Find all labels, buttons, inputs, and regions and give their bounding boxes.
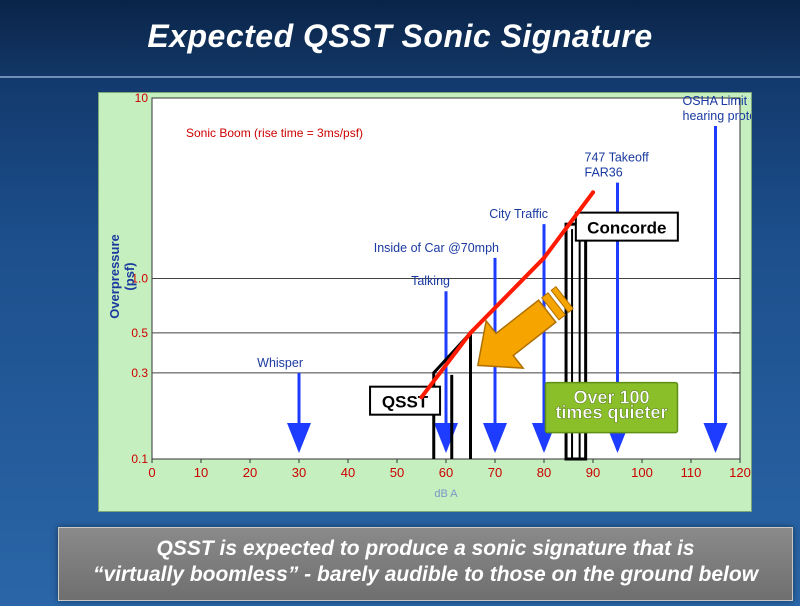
y-tick-label: 0.3 — [131, 366, 148, 380]
concorde-label: Concorde — [587, 219, 666, 238]
x-tick-label: 110 — [681, 465, 702, 480]
y-tick-label: 1.0 — [131, 272, 148, 286]
slide-title: Expected QSST Sonic Signature — [147, 18, 653, 54]
sonic-boom-point — [591, 190, 595, 195]
caption-text: QSST is expected to produce a sonic sign… — [63, 536, 788, 588]
x-tick-label: 40 — [341, 465, 355, 480]
x-tick-label: 30 — [292, 465, 306, 480]
sonic-boom-point — [468, 330, 473, 335]
x-tick-label: 50 — [390, 465, 404, 480]
caption-box: QSST is expected to produce a sonic sign… — [58, 527, 793, 601]
quieter-annotation-box — [544, 381, 679, 434]
quieter-arrow — [476, 299, 557, 369]
x-tick-label: 70 — [488, 465, 502, 480]
y-axis-label: Overpressure(psf) — [107, 234, 137, 319]
noise-marker-label: Talking — [411, 274, 450, 288]
chart-panel: 0.1 0.3 0.5 1.0 10 0 10 20 30 40 50 60 70 80 90 100 110 1… — [98, 92, 752, 512]
noise-marker-label: Whisper — [257, 356, 303, 370]
noise-marker-label: City Traffic — [489, 207, 548, 221]
y-tick-label: 0.1 — [131, 452, 148, 466]
sonic-boom-point — [419, 395, 424, 400]
quieter-arrow-tail — [550, 285, 574, 314]
x-tick-label: 0 — [148, 465, 155, 480]
title-bar: Expected QSST Sonic Signature — [0, 0, 800, 78]
x-tick-label: 120 — [729, 465, 751, 480]
y-tick-label: 0.5 — [131, 326, 148, 340]
x-tick-label: 60 — [439, 465, 453, 480]
sonic-boom-line — [419, 190, 595, 400]
caption-line-2: “virtually boomless” - barely audible to… — [92, 563, 759, 586]
y-tick-label: 10 — [135, 93, 149, 105]
concorde-label-box — [574, 211, 679, 242]
qsst-signature-shape — [432, 328, 472, 459]
series-legend-label: Sonic Boom (rise time = 3ms/psf) — [186, 126, 363, 140]
sonic-boom-point — [542, 255, 546, 260]
x-tick-label: 20 — [243, 465, 257, 480]
x-axis-label: dB A — [434, 488, 458, 500]
noise-marker-label: OSHA Limit withouthearing protection — [683, 94, 752, 123]
x-tick-label: 80 — [537, 465, 551, 480]
noise-marker-label: Inside of Car @70mph — [374, 241, 499, 255]
noise-marker-label: 747 Takeoff FAR36 — [585, 151, 650, 180]
caption-line-1: QSST is expected to produce a sonic sign… — [156, 537, 695, 560]
x-tick-label: 10 — [194, 465, 208, 480]
x-tick-label: 100 — [631, 465, 653, 480]
quieter-annotation-text: Over 100 times quieter — [555, 388, 667, 423]
quieter-arrow-tail — [541, 292, 566, 321]
x-tick-label: 90 — [586, 465, 600, 480]
qsst-label: QSST — [382, 393, 429, 412]
